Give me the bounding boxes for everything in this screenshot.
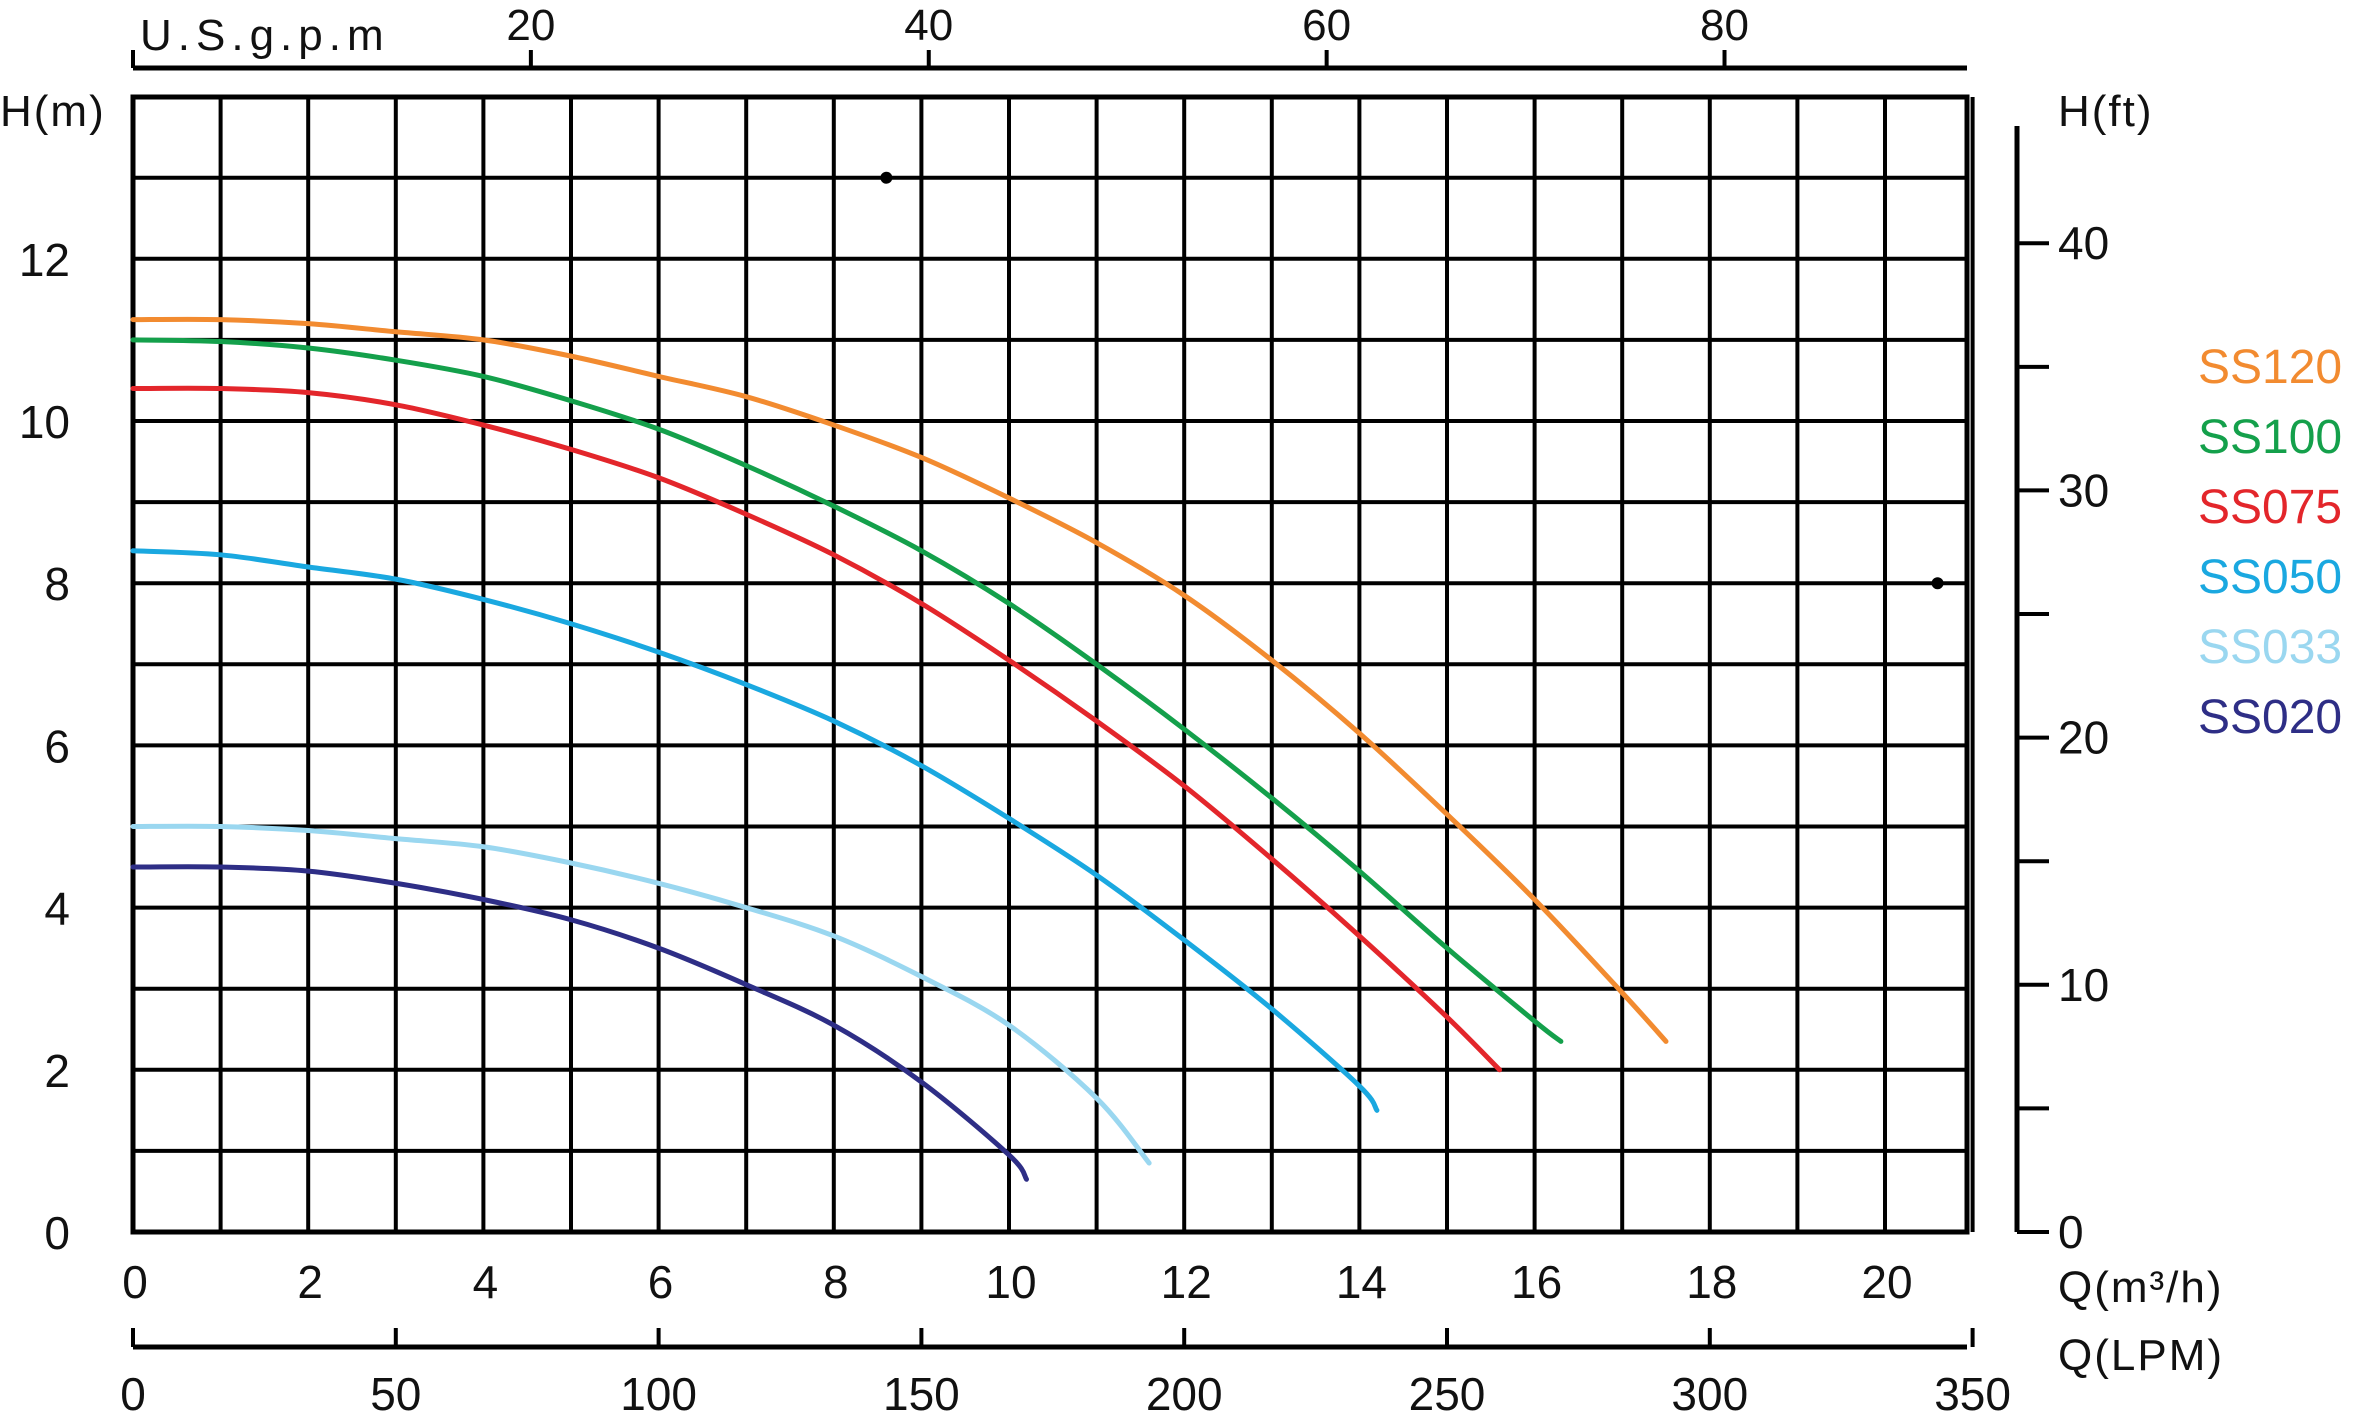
legend-item-ss020: SS020 (2198, 691, 2342, 744)
series-line-ss075 (130, 385, 1503, 1073)
series-line-ss100 (130, 337, 1564, 1044)
lpm-tick-label: 100 (620, 1368, 697, 1416)
lpm-tick-label: 250 (1409, 1368, 1486, 1416)
gpm-tick-label: 20 (506, 1, 555, 50)
x-axis-label-top: U.S.g.p.m (140, 11, 390, 60)
data-marker (1931, 577, 1944, 590)
x-tick-label: 12 (1161, 1256, 1212, 1308)
series-line-ss120 (130, 316, 1669, 1044)
lpm-tick-label: 150 (883, 1368, 960, 1416)
x-tick-label: 6 (648, 1256, 674, 1308)
ft-tick-label: 10 (2058, 959, 2109, 1011)
legend-item-ss075: SS075 (2198, 481, 2342, 534)
x-tick-label: 16 (1511, 1256, 1562, 1308)
y-tick-label: 12 (19, 234, 70, 286)
gpm-tick-label: 40 (904, 1, 953, 50)
data-markers (880, 171, 1944, 590)
x-axis-label-lpm: Q(LPM) (2058, 1331, 2224, 1380)
series-line-ss020 (130, 864, 1030, 1182)
x-axis-label-bottom: Q(m³/h) (2058, 1263, 2224, 1312)
legend-item-ss100: SS100 (2198, 411, 2342, 464)
y-tick-label: 6 (44, 720, 70, 772)
x-tick-label: 18 (1686, 1256, 1737, 1308)
ft-tick-label: 40 (2058, 217, 2109, 269)
legend: SS120 SS100 SS075 SS050 SS033 SS020 (2198, 341, 2342, 744)
legend-item-ss033: SS033 (2198, 621, 2342, 674)
series-line-ss033 (130, 823, 1152, 1166)
data-marker (880, 171, 893, 184)
x-tick-label: 14 (1336, 1256, 1387, 1308)
y-tick-label: 2 (44, 1045, 70, 1097)
x-tick-label: 8 (823, 1256, 849, 1308)
series-line-ss050 (130, 548, 1380, 1113)
legend-item-ss120: SS120 (2198, 341, 2342, 394)
y-axis-label-right: H(ft) (2058, 87, 2154, 136)
ft-tick-label: 20 (2058, 712, 2109, 764)
x-tick-label: 0 (122, 1256, 148, 1308)
ft-tick-label: 0 (2058, 1206, 2084, 1258)
y-axis-label-left: H(m) (0, 87, 106, 136)
ft-tick-label: 30 (2058, 464, 2109, 516)
gpm-tick-label: 80 (1700, 1, 1749, 50)
y-tick-label: 4 (44, 883, 70, 935)
lpm-tick-label: 0 (120, 1368, 146, 1416)
x-tick-label: 10 (985, 1256, 1036, 1308)
lpm-tick-label: 350 (1934, 1368, 2011, 1416)
lpm-tick-label: 200 (1146, 1368, 1223, 1416)
plot-border (130, 94, 1970, 1235)
y-tick-label: 8 (44, 558, 70, 610)
x-tick-label: 2 (297, 1256, 323, 1308)
x-tick-label: 4 (473, 1256, 499, 1308)
lpm-tick-label: 300 (1671, 1368, 1748, 1416)
y-tick-label: 0 (44, 1207, 70, 1259)
lpm-tick-label: 50 (370, 1368, 421, 1416)
plot-frame (130, 50, 2049, 1350)
series-lines (130, 316, 1669, 1182)
gpm-tick-label: 60 (1302, 1, 1351, 50)
legend-item-ss050: SS050 (2198, 551, 2342, 604)
y-tick-label: 10 (19, 396, 70, 448)
x-tick-label: 20 (1861, 1256, 1912, 1308)
